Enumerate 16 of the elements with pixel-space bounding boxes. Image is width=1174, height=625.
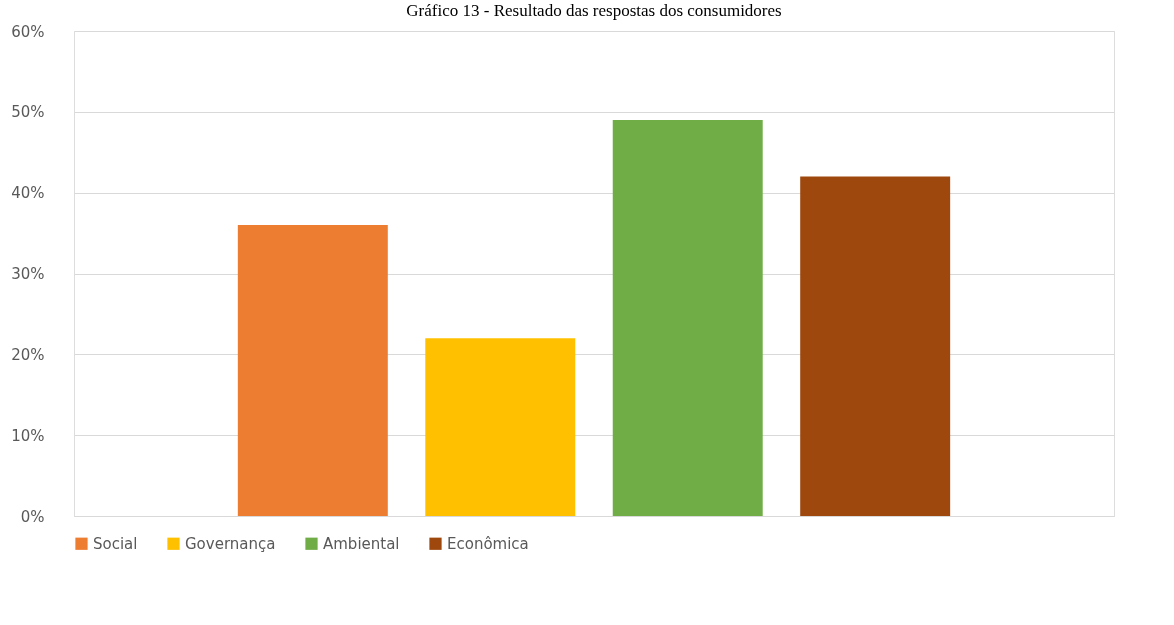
legend-label: Governança: [185, 534, 276, 553]
y-tick-label: 30%: [11, 265, 45, 283]
legend-label: Ambiental: [323, 534, 400, 553]
y-tick-label: 10%: [11, 426, 45, 445]
bar: [612, 119, 763, 516]
bar: [425, 338, 576, 516]
legend-label: Econômica: [447, 534, 529, 553]
legend-label: Social: [93, 534, 138, 553]
y-tick-label: 20%: [11, 345, 45, 364]
y-tick-label: 50%: [11, 103, 45, 122]
bar: [237, 225, 388, 516]
y-tick-label: 60%: [11, 22, 45, 41]
bar: [800, 176, 951, 516]
y-tick-label: 0%: [20, 507, 45, 526]
chart-title: Gráfico 13 - Resultado das respostas dos consumidores: [406, 1, 782, 20]
y-tick-label: 40%: [11, 184, 45, 203]
